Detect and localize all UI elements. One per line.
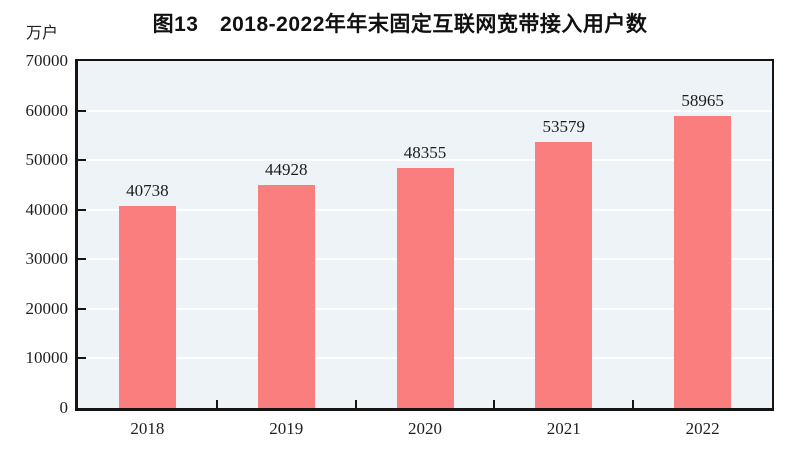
y-axis-tick-label: 70000 <box>25 51 69 70</box>
y-axis-tick-label: 10000 <box>25 348 69 368</box>
plot-area: 40738 44928 48355 53579 58965 <box>75 59 774 411</box>
x-axis-category-label: 2022 <box>685 419 720 438</box>
bar <box>674 115 732 408</box>
y-tick-mark <box>78 208 86 211</box>
x-axis-category-label: 2020 <box>408 419 442 438</box>
x-axis-category-label: 2021 <box>546 419 581 438</box>
y-axis-unit-label: 万户 <box>26 25 59 42</box>
y-tick-mark <box>78 357 86 360</box>
chart-title: 图13 2018-2022年年末固定互联网宽带接入用户数 <box>152 13 648 36</box>
bar-value-label: 48355 <box>403 143 447 163</box>
y-axis-tick-label: 50000 <box>25 150 69 170</box>
bar-value-label: 53579 <box>542 117 586 137</box>
x-tick-mark <box>632 400 635 408</box>
y-tick-mark <box>78 258 86 261</box>
y-axis-tick-label: 40000 <box>25 199 69 219</box>
x-tick-mark <box>493 400 496 408</box>
gridline <box>78 109 772 112</box>
x-tick-mark <box>215 400 218 408</box>
x-axis-category-label: 2018 <box>130 419 165 438</box>
x-tick-mark <box>354 400 357 408</box>
bar <box>118 206 176 408</box>
y-tick-mark <box>78 159 86 162</box>
x-axis-category-label: 2019 <box>269 419 304 438</box>
y-axis-tick-label: 30000 <box>25 249 69 269</box>
bar-value-label: 44928 <box>264 160 308 180</box>
bar-value-label: 40738 <box>126 181 169 201</box>
bar <box>535 142 593 408</box>
gridline <box>78 159 772 162</box>
bar <box>396 168 454 408</box>
y-axis-tick-label: 60000 <box>25 100 69 120</box>
y-axis-tick-label: 0 <box>59 398 69 417</box>
y-tick-mark <box>78 109 86 112</box>
y-tick-mark <box>78 307 86 310</box>
bar <box>257 185 315 408</box>
y-axis-tick-label: 20000 <box>25 298 69 318</box>
bar-value-label: 58965 <box>681 90 724 110</box>
